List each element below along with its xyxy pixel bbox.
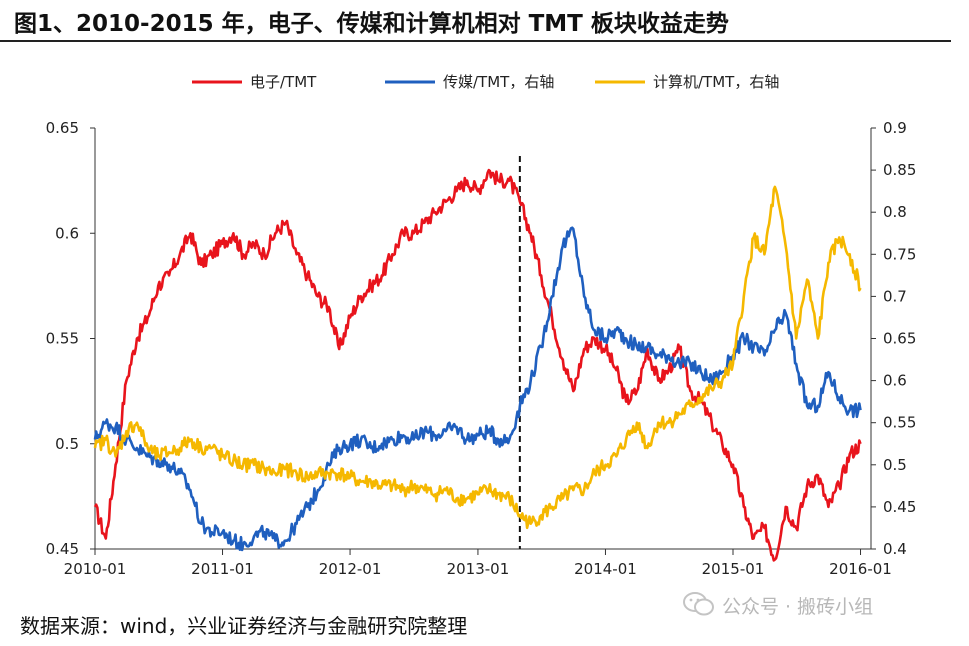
right-tick-label: 0.55 [883,414,916,432]
x-axis-ticks: 2010-01 2011-01 2012-01 2013-01 2014-01 2015-… [64,549,892,578]
x-tick-label: 2013-01 [447,560,510,578]
x-tick-label: 2010-01 [64,560,127,578]
right-tick-label: 0.45 [883,498,916,516]
legend-label: 传媒/TMT，右轴 [443,73,554,91]
right-tick-label: 0.6 [883,372,907,390]
wechat-icon [683,592,714,616]
figure-title: 图1、2010-2015 年，电子、传媒和计算机相对 TMT 板块收益走势 [14,11,729,37]
left-tick-label: 0.55 [46,330,79,348]
chart-legend: 电子/TMT 传媒/TMT，右轴 计算机/TMT，右轴 [192,73,779,91]
x-tick-label: 2015-01 [702,560,765,578]
legend-label: 计算机/TMT，右轴 [653,73,779,91]
chart-axes [94,128,872,550]
legend-label: 电子/TMT [250,73,317,91]
right-tick-label: 0.7 [883,287,907,305]
right-tick-label: 0.4 [883,540,907,558]
left-axis-ticks: 0.45 0.5 0.55 0.6 0.65 [46,119,95,558]
left-tick-label: 0.65 [46,119,79,137]
right-tick-label: 0.5 [883,456,907,474]
left-tick-label: 0.5 [55,435,79,453]
series-line-1 [93,168,862,562]
right-axis-ticks: 0.4 0.45 0.5 0.55 0.6 0.65 0.7 0.75 0.8 0.85 0.9 [871,119,916,558]
title-divider [0,40,951,42]
chart-series [93,168,862,562]
watermark-text: 公众号 · 搬砖小组 [722,596,874,618]
right-tick-label: 0.9 [883,119,907,137]
source-note: 数据来源：wind，兴业证券经济与金融研究院整理 [20,614,468,638]
left-tick-label: 0.45 [46,540,79,558]
x-tick-label: 2012-01 [319,560,382,578]
x-tick-label: 2016-01 [829,560,892,578]
right-tick-label: 0.65 [883,330,916,348]
left-tick-label: 0.6 [55,224,79,242]
x-tick-label: 2014-01 [574,560,637,578]
right-tick-label: 0.8 [883,203,907,221]
right-tick-label: 0.85 [883,161,916,179]
right-tick-label: 0.75 [883,245,916,263]
x-tick-label: 2011-01 [191,560,254,578]
series-line-3 [93,185,862,530]
